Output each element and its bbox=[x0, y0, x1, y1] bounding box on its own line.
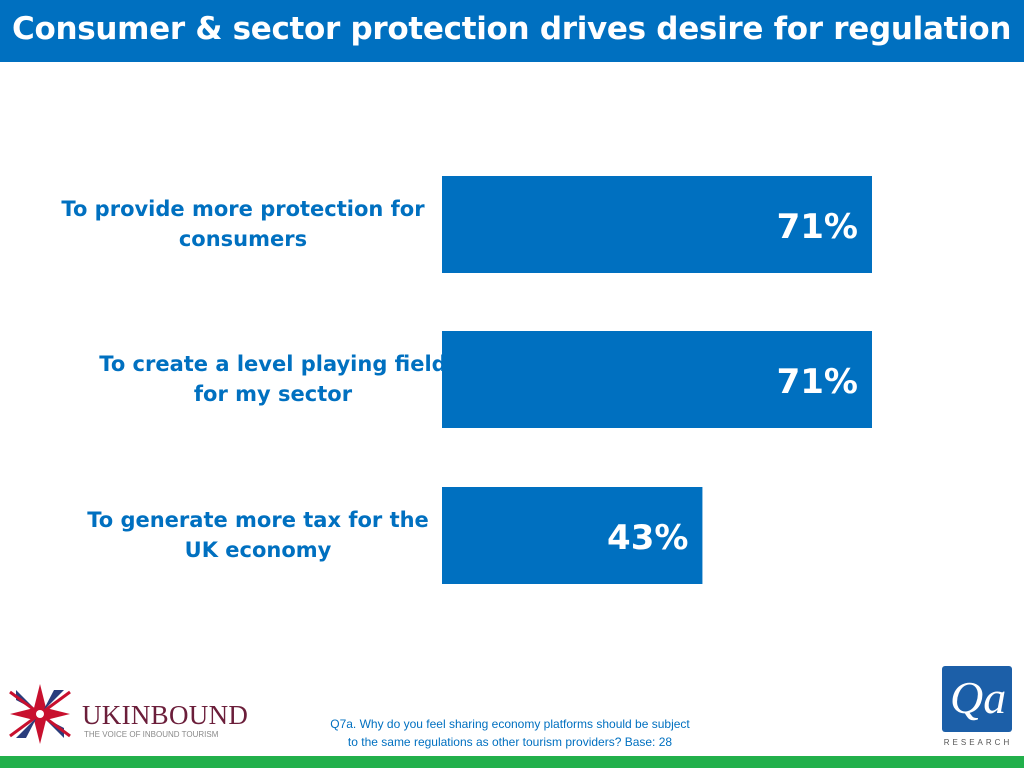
category-label-1: To provide more protection for consumers bbox=[61, 197, 425, 251]
union-flag-icon bbox=[9, 684, 71, 744]
qa-research-logo: Qa RESEARCH bbox=[940, 666, 1016, 750]
data-label-2: 71% bbox=[777, 362, 858, 402]
qa-subtitle: RESEARCH bbox=[943, 738, 1013, 747]
bar-3 bbox=[442, 487, 703, 584]
data-label-3: 43% bbox=[607, 518, 688, 558]
title-bar: Consumer & sector protection drives desi… bbox=[0, 0, 1024, 62]
qa-mark: Qa bbox=[950, 672, 1007, 723]
footnote-line-1: Q7a. Why do you feel sharing economy pla… bbox=[330, 717, 690, 731]
data-label-1: 71% bbox=[777, 207, 858, 247]
bar-1 bbox=[442, 176, 872, 273]
category-label-2: To create a level playing field for my s… bbox=[99, 352, 447, 406]
ukinbound-tagline: THE VOICE OF INBOUND TOURISM bbox=[84, 730, 219, 739]
page-title: Consumer & sector protection drives desi… bbox=[12, 11, 1012, 47]
ukinbound-wordmark: UKINBOUND bbox=[82, 700, 249, 730]
footnote-line-2: to the same regulations as other tourism… bbox=[347, 735, 673, 749]
bar-2 bbox=[442, 331, 872, 428]
bar-chart: 71% 71% 43% bbox=[442, 176, 872, 584]
category-label-3: To generate more tax for the UK economy bbox=[87, 508, 429, 562]
chart-svg: 71% 71% 43% bbox=[442, 176, 872, 584]
qa-badge: Qa bbox=[942, 666, 1012, 732]
footer-strip bbox=[0, 756, 1024, 768]
ukinbound-logo: UKINBOUND THE VOICE OF INBOUND TOURISM bbox=[0, 680, 270, 750]
footnote: Q7a. Why do you feel sharing economy pla… bbox=[300, 715, 720, 751]
